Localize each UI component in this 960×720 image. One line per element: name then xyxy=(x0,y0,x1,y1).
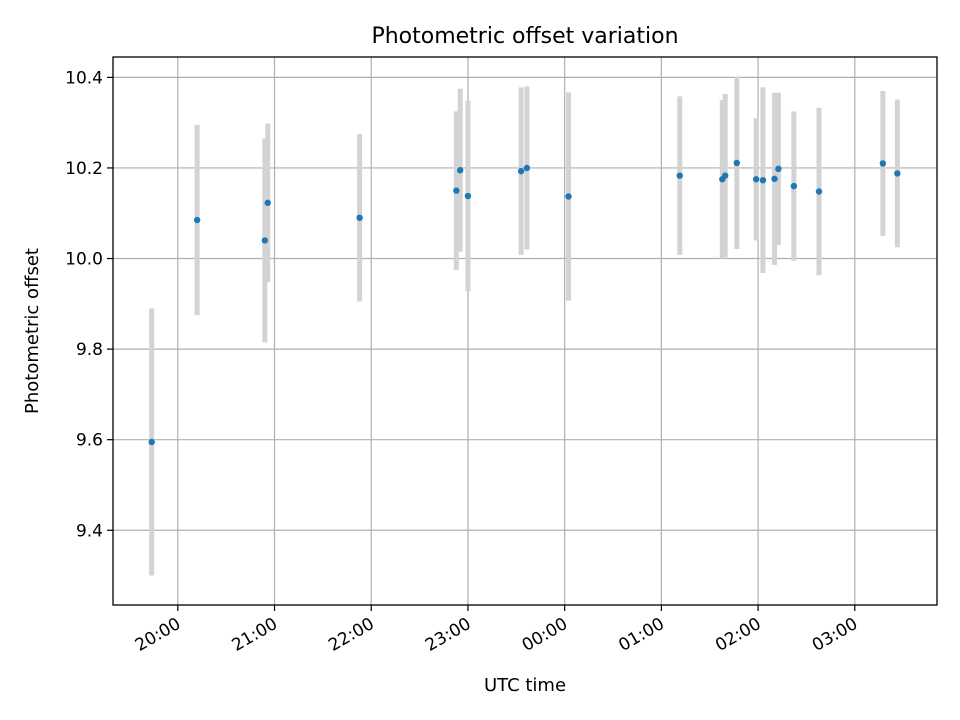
x-tick-label: 00:00 xyxy=(519,614,571,656)
error-bars xyxy=(149,76,900,576)
data-point xyxy=(771,175,778,183)
data-point xyxy=(464,192,472,200)
data-point xyxy=(565,193,572,200)
data-point xyxy=(752,176,760,183)
data-point xyxy=(193,216,201,224)
x-tick-label: 02:00 xyxy=(712,614,764,656)
x-axis-ticks: 20:00 21:00 22:00 23:00 00:00 01:00 02:00 03:00 xyxy=(132,605,861,656)
data-point xyxy=(264,199,271,207)
data-point xyxy=(457,167,464,174)
x-tick-label: 22:00 xyxy=(325,614,377,656)
y-tick-label: 10.0 xyxy=(65,250,103,270)
y-tick-label: 10.2 xyxy=(65,159,103,179)
data-point xyxy=(790,182,798,190)
x-axis-label: UTC time xyxy=(484,675,566,696)
y-axis-label: Photometric offset xyxy=(22,248,43,414)
y-tick-label: 9.4 xyxy=(76,521,103,541)
chart-title: Photometric offset variation xyxy=(371,24,678,49)
data-point xyxy=(356,214,363,221)
data-point xyxy=(148,438,155,446)
y-tick-label: 9.8 xyxy=(76,340,103,360)
data-point xyxy=(759,176,767,184)
data-points xyxy=(148,159,901,446)
data-point xyxy=(879,160,887,167)
data-point xyxy=(721,172,729,179)
data-point xyxy=(815,188,823,195)
data-point xyxy=(733,159,741,167)
data-point xyxy=(517,167,525,175)
y-axis-ticks: 9.4 9.6 9.8 10.0 10.2 10.4 xyxy=(65,68,113,541)
plot-frame xyxy=(112,56,938,606)
x-tick-label: 03:00 xyxy=(809,614,861,656)
data-point xyxy=(676,172,683,179)
x-tick-label: 20:00 xyxy=(132,614,184,656)
x-tick-label: 23:00 xyxy=(422,614,474,656)
y-tick-label: 9.6 xyxy=(76,431,103,451)
data-point xyxy=(894,170,901,177)
x-tick-label: 01:00 xyxy=(615,614,667,656)
data-point xyxy=(523,164,531,172)
data-point xyxy=(775,165,782,173)
x-tick-label: 21:00 xyxy=(229,614,281,656)
y-tick-label: 10.4 xyxy=(65,68,103,88)
data-point xyxy=(453,187,460,194)
data-point xyxy=(261,237,269,244)
